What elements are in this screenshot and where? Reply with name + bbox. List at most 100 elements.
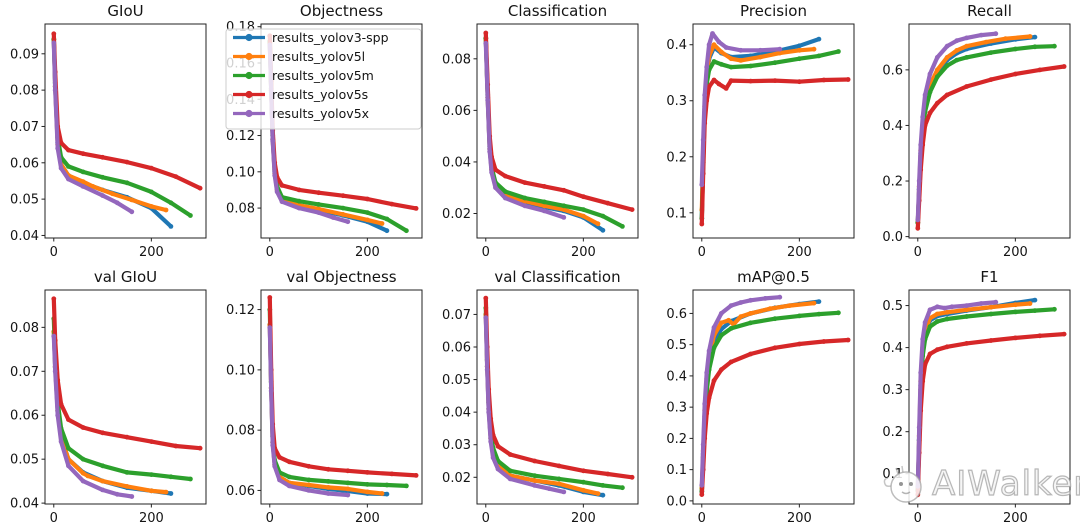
series-marker-results-yolov5m <box>711 345 717 351</box>
series-marker-results-yolov5x <box>711 325 717 330</box>
series-marker-results-yolov5s <box>365 196 370 202</box>
series-marker-results-yolov5s <box>699 492 705 497</box>
series-marker-results-yolov5x <box>272 173 278 178</box>
series-marker-results-yolov5s <box>821 77 827 83</box>
series-marker-results-yolov5m <box>620 224 625 229</box>
subplot-title: GIoU <box>107 2 143 20</box>
series-marker-results-yolov5s <box>915 492 921 498</box>
series-marker-results-yolov5x <box>704 64 710 70</box>
y-tick-label: 0.06 <box>442 341 471 356</box>
series-marker-results-yolov5x <box>66 463 71 469</box>
series-marker-results-yolov5x <box>58 165 64 171</box>
series-marker-results-yolov5s <box>927 110 933 116</box>
x-tick-label: 0 <box>50 511 58 526</box>
series-marker-results-yolov5m <box>964 55 969 60</box>
series-marker-results-yolov5s <box>340 193 346 199</box>
x-tick-label: 200 <box>139 511 164 526</box>
series-marker-results-yolov5m <box>168 200 174 206</box>
series-marker-results-yolov5l <box>711 42 717 48</box>
series-marker-results-yolov5l <box>1013 302 1018 308</box>
series-marker-results-yolov5x <box>541 208 547 214</box>
subplot-val-classification: val Classification 0.02 0.03 0.04 0.05 0.06 0.… <box>442 268 639 526</box>
series-line-results-yolov5x <box>915 31 998 222</box>
series-marker-results-yolov5m <box>66 445 71 451</box>
subplot-title: val Classification <box>494 268 620 286</box>
legend-label: results_yolov5x <box>272 106 369 121</box>
series-marker-results-yolov5m <box>149 472 154 477</box>
series-marker-results-yolov5l <box>149 204 154 209</box>
series-marker-results-yolov5m <box>934 74 940 80</box>
series-marker-results-yolov5s <box>772 345 778 351</box>
series-marker-results-yolov5m <box>600 483 606 488</box>
series-marker-results-yolov5x <box>495 466 501 472</box>
series-marker-results-yolov5s <box>1061 64 1067 69</box>
series-marker-results-yolov5s <box>964 84 969 89</box>
series-marker-results-yolov3-spp <box>600 492 606 498</box>
series-marker-results-yolov5s <box>922 362 928 367</box>
series-line-results-yolov5s <box>483 295 635 480</box>
y-tick-label: 0.6 <box>882 63 903 78</box>
series-marker-results-yolov3-spp <box>1032 297 1038 303</box>
series-marker-results-yolov5m <box>80 169 86 175</box>
series-marker-results-yolov3-spp <box>168 224 174 229</box>
series-marker-results-yolov5s <box>100 154 105 160</box>
series-marker-results-yolov5m <box>1032 44 1038 50</box>
series-marker-results-yolov5s <box>149 439 154 444</box>
series-marker-results-yolov5s <box>629 207 635 213</box>
y-tick-label: 0.04 <box>442 406 471 421</box>
series-marker-results-yolov5x <box>532 483 537 488</box>
y-tick-label: 0.0 <box>882 230 903 245</box>
series-marker-results-yolov5s <box>80 151 86 157</box>
series-marker-results-yolov5s <box>389 201 395 207</box>
series-marker-results-yolov5m <box>711 59 717 64</box>
y-tick-label: 0.08 <box>10 321 39 336</box>
series-marker-results-yolov5l <box>983 39 989 45</box>
series-line-results-yolov5x <box>915 300 998 489</box>
series-marker-results-yolov5l <box>163 489 169 495</box>
series-marker-results-yolov5s <box>964 341 969 346</box>
x-tick-label: 200 <box>139 245 164 260</box>
series-marker-results-yolov5x <box>490 455 496 461</box>
x-tick-label: 200 <box>787 245 812 260</box>
series-marker-results-yolov5m <box>188 213 193 218</box>
series-marker-results-yolov5l <box>1027 34 1033 39</box>
y-tick-label: 0.08 <box>442 52 471 67</box>
series-marker-results-yolov5s <box>1013 335 1018 341</box>
legend-box <box>225 28 422 130</box>
series-line-results-yolov5m <box>51 37 193 218</box>
series-marker-results-yolov5l <box>149 488 154 494</box>
series-line-results-yolov5l <box>51 37 169 213</box>
series-marker-results-yolov3-spp <box>797 43 802 49</box>
series-marker-results-yolov5s <box>988 77 994 82</box>
series-marker-results-yolov5m <box>748 63 753 69</box>
series-marker-results-yolov5l <box>757 54 763 60</box>
series-marker-results-yolov5x <box>267 325 273 331</box>
series-marker-results-yolov5x <box>561 489 567 495</box>
series-marker-results-yolov5s <box>66 417 71 422</box>
y-tick-label: 0.10 <box>226 363 255 378</box>
series-marker-results-yolov5l <box>345 486 351 492</box>
series-marker-results-yolov5m <box>541 199 547 205</box>
subplot-title: val Objectness <box>286 268 396 286</box>
y-tick-label: 0.07 <box>442 308 471 323</box>
series-marker-results-yolov5m <box>1013 46 1018 52</box>
series-marker-results-yolov5m <box>404 228 409 234</box>
series-marker-results-yolov5x <box>920 336 926 342</box>
series-marker-results-yolov5x <box>345 492 351 498</box>
y-tick-label: 0.2 <box>882 175 903 190</box>
series-marker-results-yolov5m <box>816 53 822 59</box>
series-marker-results-yolov5s <box>1061 331 1067 337</box>
series-marker-results-yolov5x <box>489 169 494 175</box>
series-marker-results-yolov5x <box>738 47 744 53</box>
series-marker-results-yolov5s <box>934 347 940 353</box>
series-marker-results-yolov5s <box>845 77 851 82</box>
legend-label: results_yolov5m <box>272 68 374 83</box>
series-marker-results-yolov5x <box>483 315 489 321</box>
series-marker-results-yolov5m <box>384 482 390 488</box>
series-marker-results-yolov5s <box>173 174 179 180</box>
series-marker-results-yolov5s <box>51 296 57 302</box>
y-tick-label: 0.05 <box>442 373 471 388</box>
plot-frame <box>260 23 423 239</box>
series-marker-results-yolov5s <box>267 295 273 300</box>
series-marker-results-yolov5s <box>845 337 851 343</box>
